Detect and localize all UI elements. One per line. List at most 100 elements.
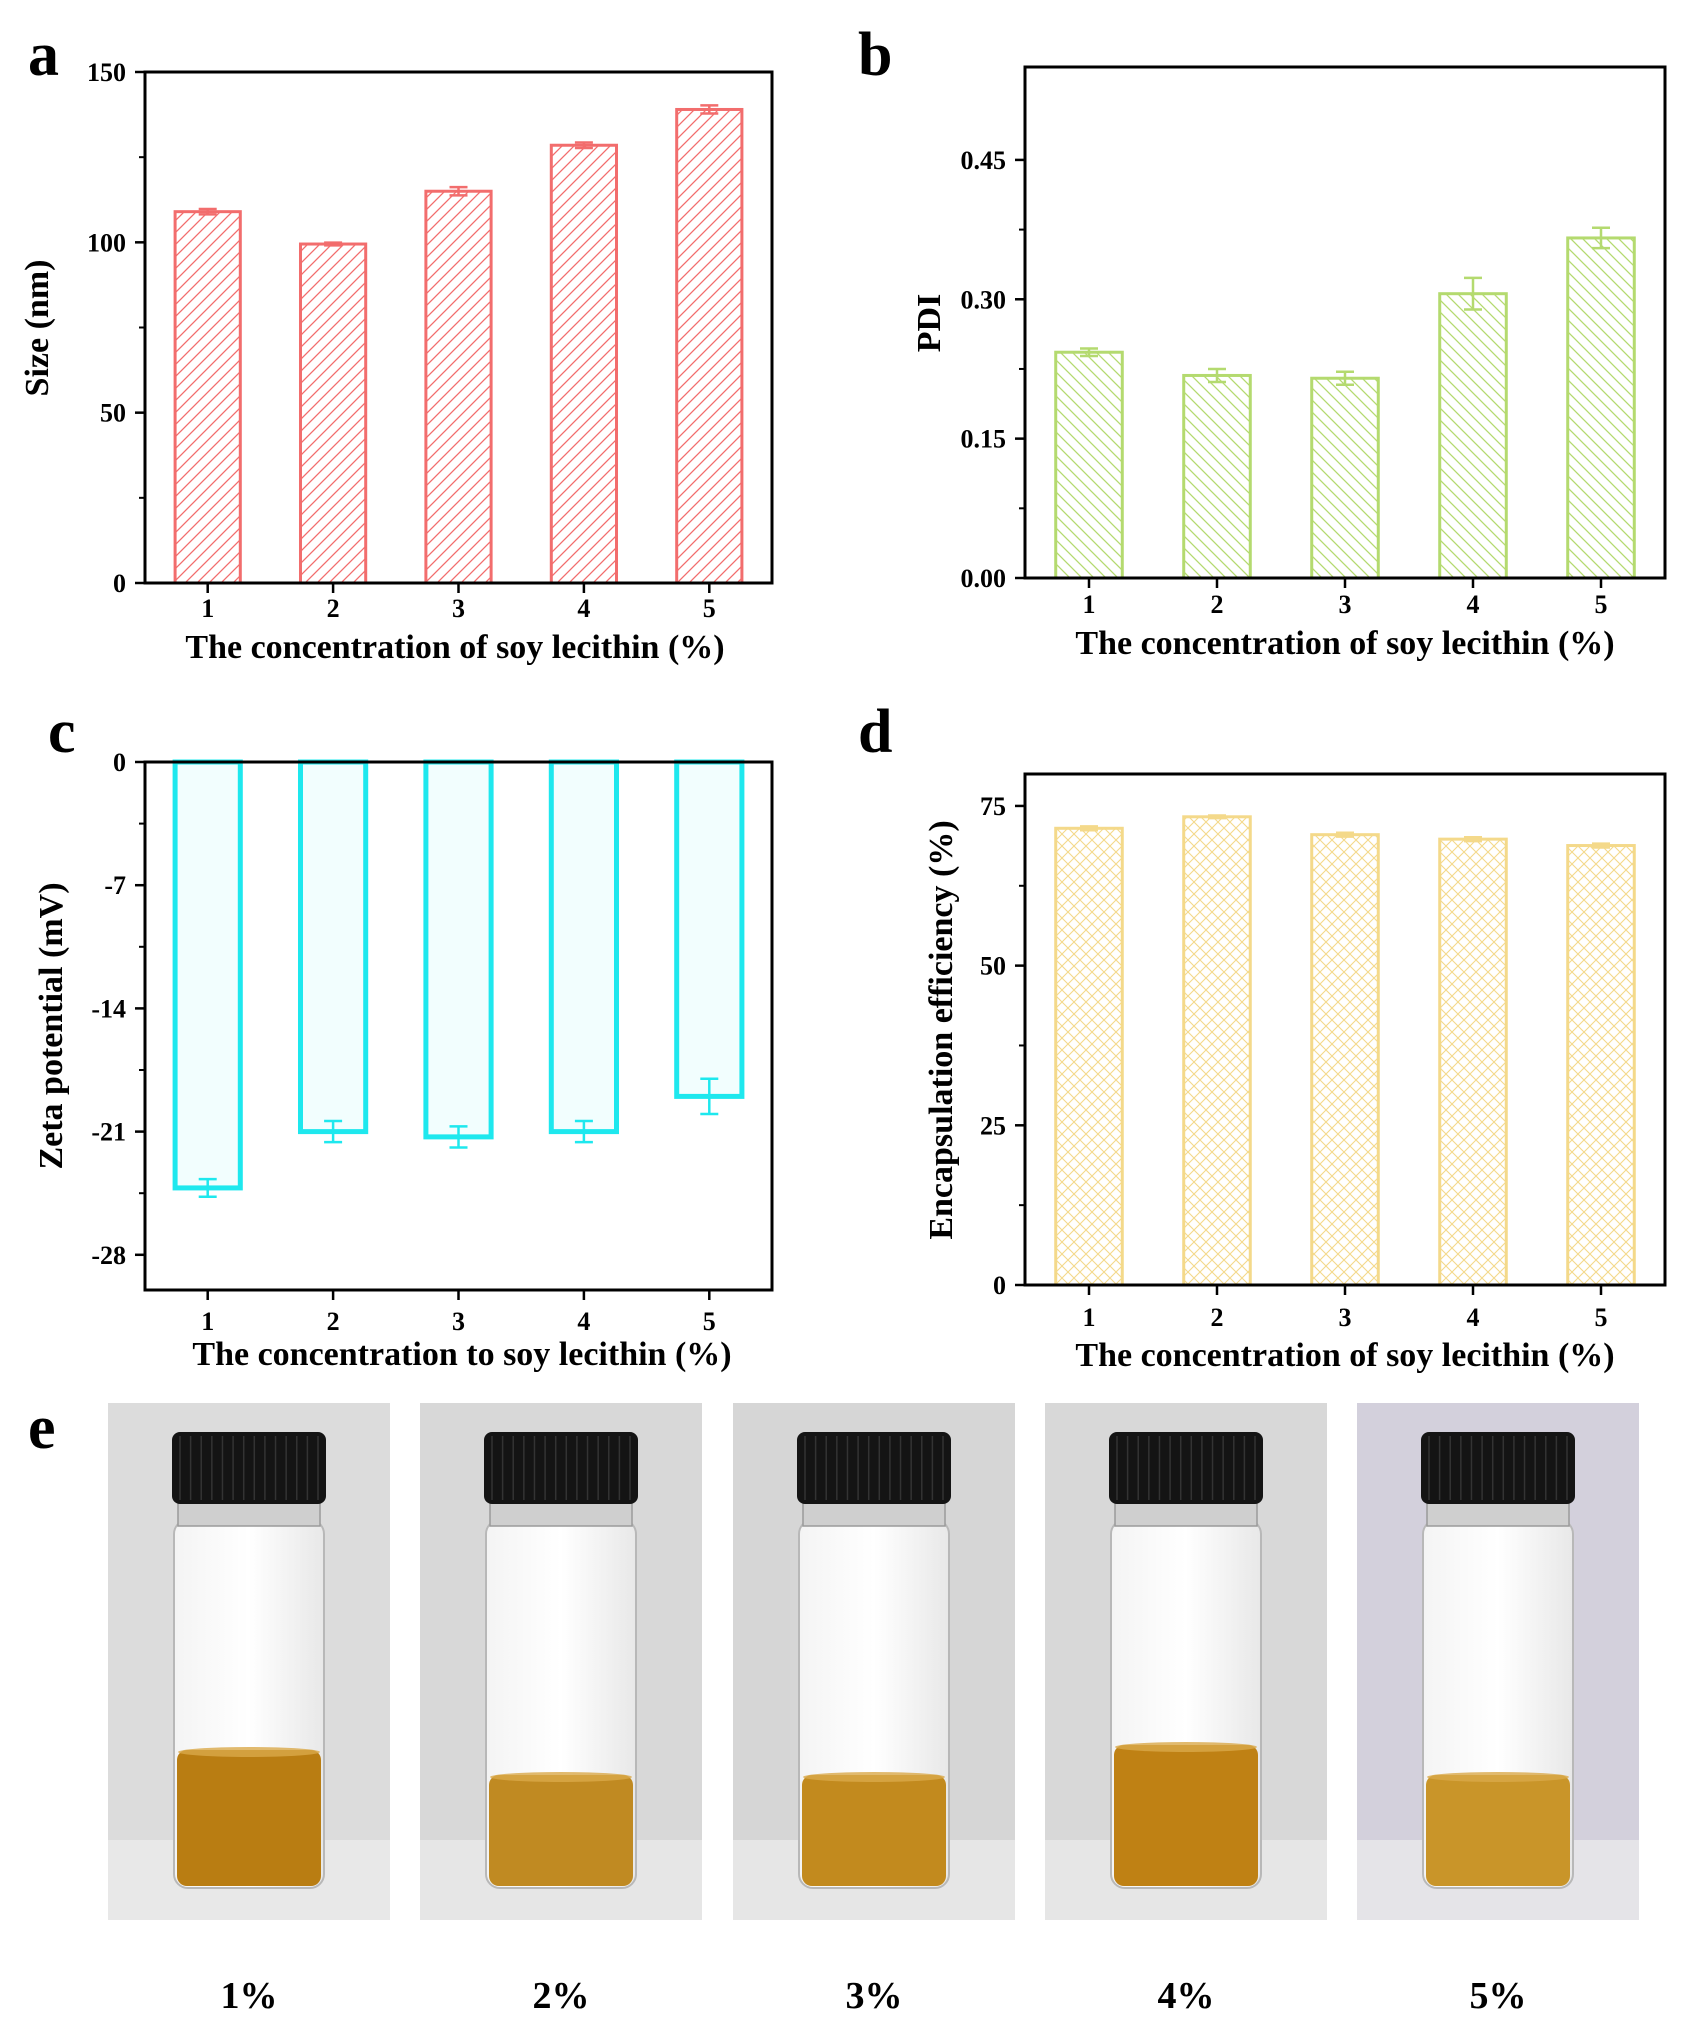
x-axis-title-a: The concentration of soy lecithin (%) xyxy=(185,629,724,666)
chart-size: 0 50 100 150 1 2 3 4 5 The concentration of soy l… xyxy=(19,58,774,666)
bar-c-1 xyxy=(172,759,243,1191)
photo-caption-3: 3% xyxy=(846,1975,903,2017)
panel-label-a: a xyxy=(28,21,59,89)
liquid-meniscus xyxy=(1427,1772,1569,1782)
bar-d-4 xyxy=(1438,837,1508,1287)
vial-liquid xyxy=(802,1775,946,1886)
photo-caption-2: 2% xyxy=(533,1975,590,2017)
vial-neck xyxy=(1114,1499,1258,1527)
error-bar-b-4 xyxy=(1464,276,1482,311)
x-tick-label-d-3: 3 xyxy=(1339,1303,1352,1332)
y-tick-label-c-2: -14 xyxy=(91,994,126,1023)
bar-b-1 xyxy=(1054,350,1124,580)
panel-label-e: e xyxy=(28,1394,56,1462)
error-bar-d-2 xyxy=(1208,814,1226,820)
vial-photo-1: 1% xyxy=(108,1403,390,2017)
bar-b-3 xyxy=(1310,376,1380,580)
vial-cap xyxy=(172,1432,326,1504)
x-axis-title-d: The concentration of soy lecithin (%) xyxy=(1075,1337,1614,1374)
panel-label-b: b xyxy=(858,21,892,89)
x-tick-label-c-1: 1 xyxy=(201,1307,214,1336)
y-tick-label-a-0: 0 xyxy=(113,569,126,598)
vial-cap xyxy=(797,1432,951,1504)
x-tick-label-c-5: 5 xyxy=(703,1307,716,1336)
bar-a-3 xyxy=(424,189,493,585)
y-tick-label-b-1: 0.15 xyxy=(961,425,1007,454)
error-bar-c-2 xyxy=(324,1119,343,1144)
bar-c-5 xyxy=(674,759,745,1099)
y-tick-label-a-3: 150 xyxy=(87,58,126,87)
x-tick-label-d-2: 2 xyxy=(1211,1303,1224,1332)
x-tick-label-b-5: 5 xyxy=(1595,590,1608,619)
bar-a-5 xyxy=(675,107,744,585)
x-tick-label-d-5: 5 xyxy=(1595,1303,1608,1332)
vial-neck xyxy=(489,1499,633,1527)
y-tick-label-a-1: 50 xyxy=(100,399,126,428)
photo-caption-1: 1% xyxy=(221,1975,278,2017)
bar-a-4 xyxy=(549,143,619,585)
vial-photo-3: 3% xyxy=(733,1403,1015,2017)
liquid-meniscus xyxy=(803,1772,945,1782)
y-tick-label-a-2: 100 xyxy=(87,228,126,257)
bar-d-3 xyxy=(1310,833,1380,1287)
x-tick-label-a-3: 3 xyxy=(452,594,465,623)
error-bar-b-2 xyxy=(1208,367,1226,384)
error-bar-b-5 xyxy=(1592,226,1610,250)
bar-d-1 xyxy=(1054,826,1124,1287)
bar-c-2 xyxy=(297,759,369,1135)
chart-encapsulation-efficiency: 0 25 50 75 1 2 3 4 5 The concentration of soy lec… xyxy=(923,772,1667,1374)
bar-b-2 xyxy=(1182,373,1252,580)
error-bar-c-4 xyxy=(574,1119,593,1144)
x-tick-label-c-3: 3 xyxy=(452,1307,465,1336)
error-bar-c-1 xyxy=(198,1177,217,1198)
vial-liquid xyxy=(1114,1745,1258,1886)
y-tick-label-c-3: -21 xyxy=(91,1118,126,1147)
panel-label-d: d xyxy=(858,698,892,766)
y-axis-title-b: PDI xyxy=(911,294,948,353)
bar-a-2 xyxy=(298,242,368,585)
x-tick-label-a-5: 5 xyxy=(703,594,716,623)
y-tick-label-d-1: 25 xyxy=(980,1111,1006,1140)
error-bar-a-2 xyxy=(324,241,343,247)
liquid-meniscus xyxy=(178,1747,320,1757)
bar-b-4 xyxy=(1438,292,1508,580)
bar-b-5 xyxy=(1566,236,1636,580)
bar-d-5 xyxy=(1566,844,1636,1287)
x-tick-label-a-4: 4 xyxy=(577,594,590,623)
x-tick-label-a-2: 2 xyxy=(327,594,340,623)
photo-caption-4: 4% xyxy=(1158,1975,1215,2017)
vial-photos: 1% 2% 3% 4% 5% xyxy=(108,1403,1639,2017)
error-bar-c-3 xyxy=(449,1125,468,1149)
bar-a-1 xyxy=(173,210,242,585)
x-tick-label-b-2: 2 xyxy=(1211,590,1224,619)
y-tick-label-c-1: -7 xyxy=(104,871,126,900)
error-bar-d-3 xyxy=(1336,831,1354,838)
vial-neck xyxy=(1426,1499,1570,1527)
y-tick-label-c-0: 0 xyxy=(113,748,126,777)
vial-liquid xyxy=(489,1775,633,1886)
error-bar-a-3 xyxy=(449,185,468,197)
x-tick-label-a-1: 1 xyxy=(201,594,214,623)
error-bar-d-5 xyxy=(1592,842,1610,849)
liquid-meniscus xyxy=(490,1772,632,1782)
x-axis-title-c: The concentration to soy lecithin (%) xyxy=(192,1336,731,1373)
liquid-meniscus xyxy=(1115,1742,1257,1752)
bar-c-3 xyxy=(423,759,494,1140)
y-axis-title-d: Encapsulation efficiency (%) xyxy=(923,820,960,1239)
vial-photo-2: 2% xyxy=(420,1403,702,2017)
photo-caption-5: 5% xyxy=(1470,1975,1527,2017)
error-bar-d-1 xyxy=(1080,825,1098,832)
vial-neck xyxy=(802,1499,946,1527)
x-tick-label-c-2: 2 xyxy=(327,1307,340,1336)
x-tick-label-b-1: 1 xyxy=(1083,590,1096,619)
y-axis-title-c: Zeta potential (mV) xyxy=(33,882,70,1169)
error-bar-a-1 xyxy=(198,207,217,216)
vial-photo-5: 5% xyxy=(1357,1403,1639,2017)
y-tick-label-c-4: -28 xyxy=(91,1241,126,1270)
vial-liquid xyxy=(1426,1775,1570,1886)
y-tick-label-b-2: 0.30 xyxy=(961,285,1007,314)
x-tick-label-d-4: 4 xyxy=(1467,1303,1480,1332)
vial-liquid xyxy=(177,1750,321,1886)
y-tick-label-b-3: 0.45 xyxy=(961,146,1007,175)
